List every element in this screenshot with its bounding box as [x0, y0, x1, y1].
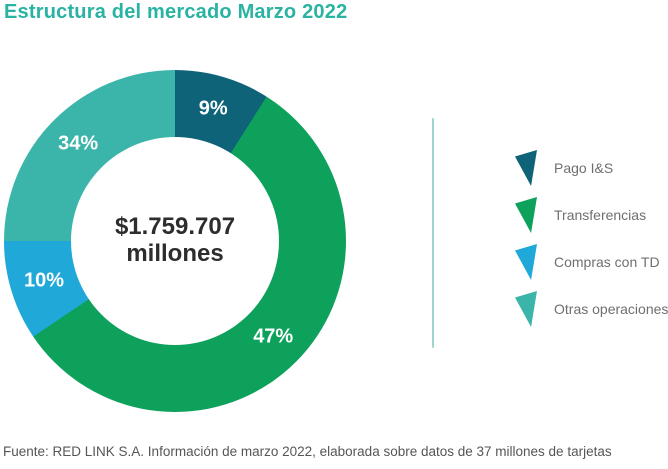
- legend-item-label: Transferencias: [554, 207, 647, 223]
- source-note: Fuente: RED LINK S.A. Información de mar…: [3, 444, 612, 459]
- legend-item-label: Pago I&S: [554, 160, 614, 176]
- center-total-value: $1.759.707: [114, 213, 236, 241]
- legend-item: Otras operaciones: [515, 286, 668, 332]
- slice-label: 9%: [198, 97, 228, 120]
- donut-hole: $1.759.707 millones: [71, 137, 279, 345]
- slice-label: 47%: [253, 325, 294, 347]
- donut-chart: $1.759.707 millones 9% 47% 10% 34%: [4, 70, 346, 412]
- donut-center-label: $1.759.707 millones: [114, 213, 236, 268]
- legend-item: Compras con TD: [515, 239, 668, 285]
- slice-label: 34%: [58, 132, 99, 155]
- legend-item-label: Compras con TD: [554, 254, 660, 270]
- legend-triangle-icon: [515, 150, 537, 186]
- legend-triangle-icon: [515, 244, 537, 280]
- legend-item-label: Otras operaciones: [554, 301, 668, 317]
- legend: Pago I&S Transferencias Compras con TD Otra…: [515, 145, 668, 332]
- legend-divider: [432, 118, 434, 348]
- legend-triangle-icon: [515, 197, 537, 233]
- legend-item: Transferencias: [515, 192, 668, 238]
- legend-triangle-icon: [515, 291, 537, 327]
- slice-label: 10%: [23, 269, 64, 292]
- center-total-unit: millones: [126, 240, 224, 267]
- page-title: Estructura del mercado Marzo 2022: [4, 1, 348, 23]
- legend-item: Pago I&S: [515, 145, 668, 191]
